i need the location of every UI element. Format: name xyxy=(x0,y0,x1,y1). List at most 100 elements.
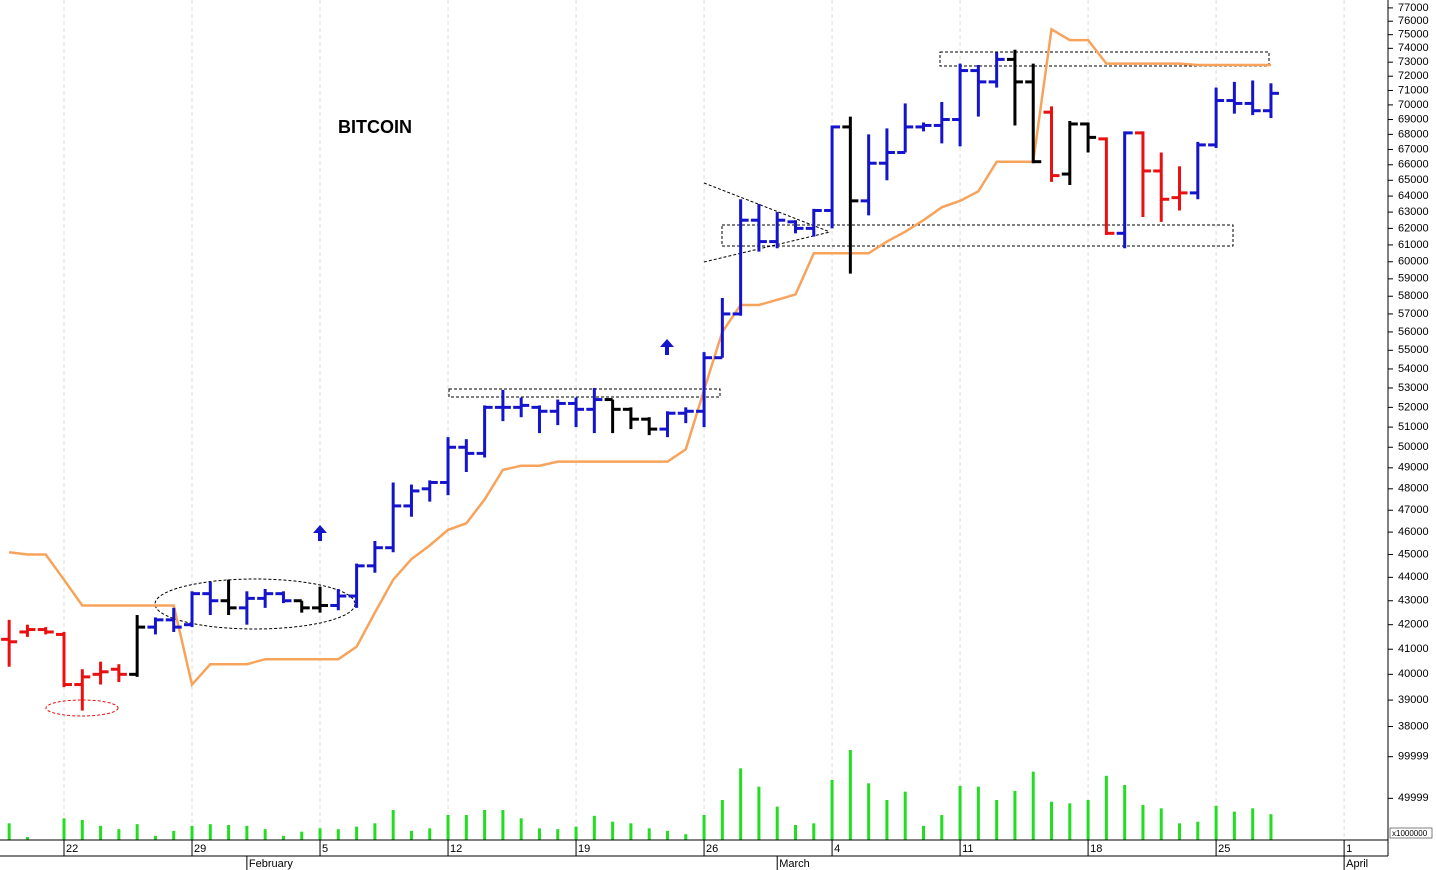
triangle-line xyxy=(703,182,831,233)
ohlc-bar xyxy=(184,591,201,628)
volume-bar xyxy=(1141,805,1145,840)
ohlc-bar xyxy=(1043,106,1060,182)
volume-bar xyxy=(1013,790,1017,840)
y-tick-label: 66000 xyxy=(1398,159,1429,171)
ohlc-bar xyxy=(842,116,859,274)
ohlc-bar xyxy=(1061,120,1078,185)
ohlc-bar xyxy=(37,627,54,635)
ohlc-bar xyxy=(1153,152,1170,222)
volume-bar xyxy=(208,824,212,840)
ohlc-bar xyxy=(1116,131,1133,249)
y-tick-label: 50000 xyxy=(1398,441,1429,453)
y-tick-label: 75000 xyxy=(1398,29,1429,41)
volume-bar xyxy=(1104,775,1108,840)
x-tick-label: 4 xyxy=(834,843,840,855)
y-tick-label: 51000 xyxy=(1398,421,1429,433)
y-tick-label: 74000 xyxy=(1398,42,1429,54)
ohlc-bar xyxy=(92,661,109,685)
up-arrow xyxy=(313,525,327,541)
ohlc-bar xyxy=(385,482,402,553)
y-tick-label: 42000 xyxy=(1398,619,1429,631)
x-tick-label: 19 xyxy=(578,843,590,855)
chart-title: BITCOIN xyxy=(338,117,412,137)
volume-bar xyxy=(263,829,267,840)
volume-bar xyxy=(135,824,139,840)
ohlc-bar xyxy=(238,591,255,625)
x-tick-label: 1 xyxy=(1346,843,1352,855)
volume-bar xyxy=(1050,801,1054,840)
volume-bar xyxy=(885,800,889,840)
month-label: March xyxy=(779,858,810,870)
volume-bar xyxy=(1232,811,1236,840)
volume-bar xyxy=(1031,771,1035,840)
ohlc-bar xyxy=(1208,87,1225,148)
volume-bar xyxy=(665,830,669,840)
volume-bar xyxy=(537,828,541,840)
ohlc-bar xyxy=(220,579,237,616)
y-tick-label: 73000 xyxy=(1398,56,1429,68)
ohlc-bar xyxy=(641,417,658,436)
y-tick-label: 61000 xyxy=(1398,239,1429,251)
resistance-box xyxy=(939,51,1270,67)
y-tick-label: 68000 xyxy=(1398,128,1429,140)
volume-bar xyxy=(995,800,999,840)
ohlc-bar xyxy=(933,101,950,144)
triangle-line xyxy=(703,231,831,263)
ohlc-bar xyxy=(787,220,804,234)
y-tick-label: 72000 xyxy=(1398,70,1429,82)
volume-unit-label: x1000000 xyxy=(1392,829,1428,838)
ohlc-bar xyxy=(531,405,548,434)
ohlc-bar xyxy=(74,669,91,711)
volume-bar xyxy=(1251,808,1255,840)
volume-bar xyxy=(793,825,797,840)
y-tick-label: 48000 xyxy=(1398,483,1429,495)
volume-bar xyxy=(117,829,121,840)
volume-bar xyxy=(702,815,706,840)
ohlc-bar xyxy=(659,411,676,438)
volume-bar xyxy=(684,834,688,840)
x-tick-label: 18 xyxy=(1090,843,1102,855)
volume-bar xyxy=(940,815,944,840)
y-tick-label: 45000 xyxy=(1398,548,1429,560)
y-tick-label: 69000 xyxy=(1398,113,1429,125)
volume-bar xyxy=(300,831,304,840)
volume-bar xyxy=(812,823,816,840)
volume-bar xyxy=(1178,823,1182,840)
y-tick-label: 38000 xyxy=(1398,720,1429,732)
volume-bar xyxy=(867,783,871,840)
ohlc-bar xyxy=(824,125,841,229)
ohlc-bar xyxy=(56,631,73,688)
x-tick-label: 12 xyxy=(450,843,462,855)
volume-bar xyxy=(281,835,285,840)
y-tick-label: 52000 xyxy=(1398,401,1429,413)
plot xyxy=(1,27,1279,840)
ohlc-bar xyxy=(19,624,36,637)
volume-bar xyxy=(153,835,157,840)
ohlc-bar xyxy=(696,352,713,428)
ohlc-bar xyxy=(860,134,877,216)
ohlc-bar xyxy=(257,588,274,608)
y-tick-label: 60000 xyxy=(1398,256,1429,268)
low-ellipse xyxy=(45,699,119,717)
volume-bar xyxy=(592,815,596,840)
ohlc-bar xyxy=(1098,137,1115,235)
volume-bar xyxy=(1214,805,1218,840)
volume-bar xyxy=(775,806,779,840)
consolidation-ellipse xyxy=(154,578,356,630)
ohlc-bar xyxy=(568,397,585,428)
ohlc-bar xyxy=(805,208,822,237)
ohlc-bar xyxy=(1006,49,1023,126)
ohlc-bar xyxy=(952,63,969,147)
ohlc-bar xyxy=(403,484,420,517)
y-tick-label: 56000 xyxy=(1398,326,1429,338)
support-box xyxy=(721,224,1234,247)
ohlc-bar xyxy=(1,619,18,667)
volume-bar xyxy=(848,750,852,840)
volume-bar xyxy=(245,825,249,840)
ohlc-bar xyxy=(970,64,987,117)
month-label: February xyxy=(249,858,294,870)
volume-bar xyxy=(373,823,377,840)
